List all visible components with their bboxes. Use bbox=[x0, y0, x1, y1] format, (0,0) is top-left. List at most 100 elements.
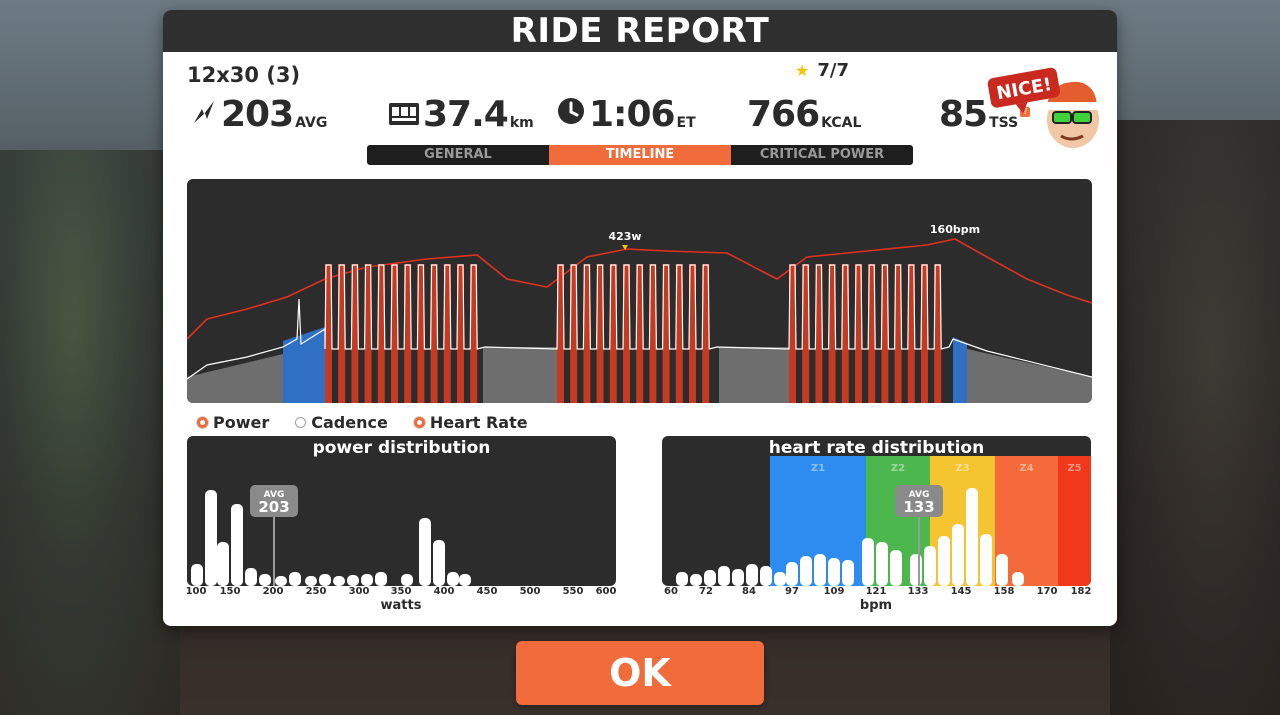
hr-distribution-bar bbox=[924, 546, 936, 586]
power-distribution-bar bbox=[245, 568, 257, 586]
timeline-chart: 423w 160bpm bbox=[187, 179, 1092, 403]
hr-distribution-bar bbox=[704, 570, 716, 586]
timeline-warmup-block bbox=[283, 327, 325, 403]
stat-tss: 85 TSS ? bbox=[939, 95, 1031, 135]
power-distribution-chart: power distribution AVG 203 bbox=[187, 436, 616, 586]
power-distribution-bar bbox=[433, 540, 445, 586]
timeline-endurance-block bbox=[719, 347, 789, 403]
hr-distribution-bar bbox=[842, 560, 854, 586]
timeline-interval-bar bbox=[702, 264, 710, 403]
tab-timeline[interactable]: TIMELINE bbox=[549, 145, 731, 165]
workout-name: 12x30 (3) bbox=[187, 63, 301, 87]
hr-distribution-bar bbox=[862, 538, 874, 586]
hr-avg-value: 133 bbox=[903, 498, 934, 516]
title-bar: RIDE REPORT bbox=[163, 10, 1117, 52]
timeline-interval-bar bbox=[841, 264, 849, 403]
hr-tick: 121 bbox=[865, 586, 887, 597]
legend-heart-rate-label: Heart Rate bbox=[429, 413, 528, 432]
power-distribution-bar bbox=[459, 574, 471, 586]
achievement-text: 7/7 bbox=[817, 60, 849, 81]
timeline-interval-bar bbox=[470, 264, 478, 403]
power-distribution-bar bbox=[361, 574, 373, 586]
timeline-interval-bar bbox=[802, 264, 810, 403]
timeline-interval-bar bbox=[894, 264, 902, 403]
avg-power-unit: AVG bbox=[295, 115, 328, 131]
timeline-interval-bar bbox=[417, 264, 425, 403]
stat-calories: 766 KCAL bbox=[747, 95, 861, 135]
tab-general[interactable]: GENERAL bbox=[424, 147, 492, 162]
timeline-interval-bar bbox=[662, 264, 670, 403]
timeline-interval-bar bbox=[404, 264, 412, 403]
power-distribution-bar bbox=[205, 490, 217, 586]
page-title: RIDE REPORT bbox=[510, 11, 770, 51]
hr-distribution-title: heart rate distribution bbox=[768, 438, 985, 458]
timeline-interval-bar bbox=[649, 264, 657, 403]
hr-tick: 109 bbox=[823, 586, 845, 597]
timeline-interval-bar bbox=[338, 264, 346, 403]
background-scenery-right bbox=[1110, 120, 1280, 715]
legend-power[interactable]: Power bbox=[197, 413, 269, 432]
power-distribution-bar bbox=[447, 572, 459, 586]
timeline-interval-bar bbox=[789, 264, 796, 403]
hr-tick: 182 bbox=[1070, 586, 1092, 597]
hr-distribution-bar bbox=[732, 569, 744, 586]
mascot-avatar: NICE! bbox=[987, 67, 1099, 148]
power-distribution-bar bbox=[217, 542, 229, 586]
timeline-interval-bar bbox=[689, 264, 696, 403]
stat-avg-power: 203 AVG bbox=[191, 95, 327, 135]
hr-distribution-bar bbox=[676, 572, 688, 586]
hr-distribution-bar bbox=[996, 554, 1008, 586]
hr-tick: 97 bbox=[785, 586, 799, 597]
hr-distribution-bar bbox=[876, 542, 888, 586]
odometer-icon bbox=[389, 103, 419, 129]
power-tick: 600 bbox=[595, 586, 617, 597]
timeline-interval-bar bbox=[675, 264, 683, 403]
ok-button[interactable]: OK bbox=[516, 641, 764, 705]
power-distribution-bar bbox=[375, 572, 387, 586]
power-distribution-bar bbox=[259, 574, 271, 586]
power-avg-value: 203 bbox=[258, 498, 289, 516]
power-tick: 550 bbox=[562, 586, 584, 597]
power-tick: 450 bbox=[476, 586, 498, 597]
power-toggle-icon bbox=[197, 417, 208, 428]
hr-distribution-bar bbox=[800, 556, 812, 586]
hr-zone-band bbox=[1058, 456, 1091, 586]
timeline-svg: 423w 160bpm bbox=[187, 223, 1092, 403]
timeline-interval-bar bbox=[623, 264, 630, 403]
peak-power-marker bbox=[622, 245, 628, 250]
timeline-interval-bar bbox=[583, 264, 591, 403]
legend-heart-rate[interactable]: Heart Rate bbox=[413, 413, 528, 432]
avg-power-value: 203 bbox=[221, 94, 294, 135]
hr-distribution-bar bbox=[910, 554, 922, 586]
lightning-icon bbox=[191, 99, 217, 129]
hr-distribution-bar bbox=[814, 554, 826, 586]
timeline-interval-bar bbox=[557, 264, 564, 403]
timeline-interval-bar bbox=[430, 264, 438, 403]
hr-tick: 145 bbox=[950, 586, 972, 597]
legend-cadence[interactable]: Cadence bbox=[295, 413, 388, 432]
power-tick: 350 bbox=[390, 586, 412, 597]
achievement-count: ★ 7/7 bbox=[795, 60, 849, 81]
hr-distribution-bar bbox=[690, 574, 702, 586]
peak-hr-label: 160bpm bbox=[930, 223, 980, 236]
heart-rate-toggle-icon bbox=[413, 417, 425, 428]
power-tick: 100 bbox=[185, 586, 207, 597]
timeline-interval-bar bbox=[934, 264, 942, 403]
power-tick: 200 bbox=[262, 586, 284, 597]
timeline-cooldown-block bbox=[953, 337, 967, 403]
distance-value: 37.4 bbox=[423, 94, 509, 135]
hr-distribution-bar bbox=[786, 562, 798, 586]
stat-elapsed-time: 1:06 ET bbox=[557, 95, 696, 135]
tss-info-icon[interactable]: ? bbox=[1020, 107, 1031, 117]
timeline-interval-bar bbox=[815, 264, 823, 403]
power-tick: 250 bbox=[305, 586, 327, 597]
stat-distance: 37.4 km bbox=[389, 95, 534, 135]
power-distribution-xlabel: watts bbox=[380, 598, 422, 613]
power-distribution-bar bbox=[347, 575, 359, 586]
power-distribution-bar bbox=[289, 572, 301, 586]
timeline-endurance-block bbox=[187, 354, 283, 403]
timeline-interval-bar bbox=[351, 264, 359, 403]
tab-critical-power[interactable]: CRITICAL POWER bbox=[759, 147, 885, 162]
star-icon: ★ bbox=[795, 61, 810, 80]
hr-distribution-bar bbox=[774, 572, 786, 586]
